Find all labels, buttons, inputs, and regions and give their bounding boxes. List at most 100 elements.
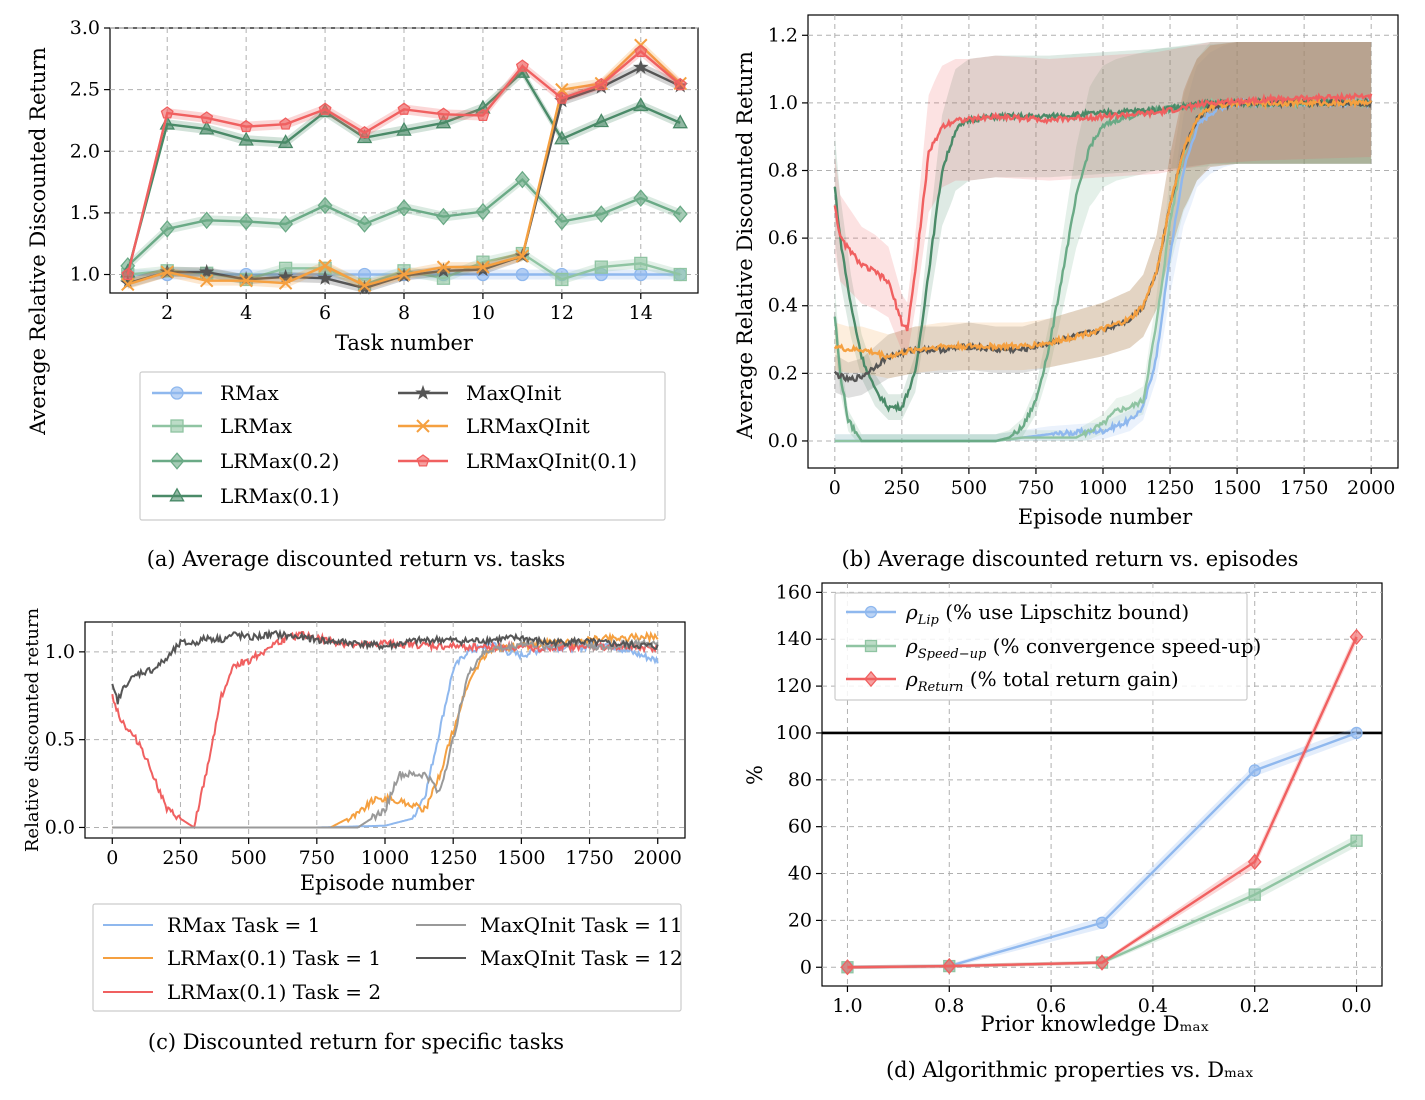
- panel-c-caption: (c) Discounted return for specific tasks: [148, 1030, 564, 1054]
- legend-label: LRMaxQInit: [466, 414, 590, 438]
- legend-label: MaxQInit Task = 12: [480, 946, 683, 970]
- x-tick-label: 2000: [634, 847, 682, 869]
- legend-label: RMax: [220, 381, 279, 405]
- data-point: [239, 273, 253, 288]
- legend-label: ρSpeed−up (% convergence speed-up): [905, 634, 1261, 662]
- data-point: [634, 256, 648, 271]
- x-tick-label: 750: [1018, 477, 1054, 499]
- legend-entry-speed-up: ρSpeed−up (% convergence speed-up): [846, 634, 1261, 662]
- series-lrmaxqinit-0-1: [121, 44, 687, 281]
- panel-d-xlabel: Prior knowledge Dₘₐₓ: [981, 1012, 1210, 1036]
- data-point: [238, 131, 254, 146]
- legend-entry-lrmaxqinit-0-1: LRMaxQInit(0.1): [398, 449, 637, 473]
- y-tick-label: 0.0: [768, 430, 798, 452]
- y-tick-label: 120: [776, 675, 812, 697]
- y-tick-label: 60: [788, 816, 812, 838]
- x-tick-label: 1750: [1280, 477, 1328, 499]
- data-point: [840, 959, 855, 976]
- x-tick-label: 1250: [429, 847, 477, 869]
- data-point: [357, 278, 372, 293]
- data-point: [160, 265, 174, 279]
- series-line-maxqinit-task-12: [111, 628, 659, 705]
- data-point: [476, 108, 490, 122]
- data-point: [277, 268, 294, 284]
- legend-label: LRMax(0.2): [220, 449, 339, 473]
- x-tick-label: 4: [240, 302, 252, 324]
- y-tick-label: 1.0: [70, 264, 100, 286]
- data-point: [633, 97, 649, 112]
- panel-c-ylabel: Relative discounted return: [22, 607, 43, 852]
- data-point: [160, 106, 174, 119]
- panel-d-legend: [834, 592, 1248, 701]
- x-tick-label: 1750: [565, 847, 613, 869]
- data-point: [435, 114, 452, 129]
- data-point: [594, 260, 608, 274]
- legend-entry-lip: ρLip (% use Lipschitz bound): [846, 600, 1189, 628]
- data-point: [1248, 888, 1261, 901]
- x-tick-label: 0.6: [1036, 995, 1066, 1017]
- legend-entry-lrmax-0-1-task-1: LRMax(0.1) Task = 1: [103, 946, 381, 970]
- y-tick-label: 0.0: [45, 816, 75, 838]
- panel-d-plot-area: [822, 628, 1382, 976]
- panel-c-legend: [92, 903, 682, 1012]
- data-point: [593, 113, 610, 128]
- data-point: [554, 212, 570, 231]
- x-tick-label: 2000: [1347, 477, 1395, 499]
- data-point: [1349, 628, 1364, 646]
- data-point: [396, 121, 412, 136]
- legend-label: MaxQInit Task = 11: [480, 913, 683, 937]
- legend-entry-maxqinit-task-11: MaxQInit Task = 11: [416, 913, 683, 937]
- x-tick-label: 500: [951, 477, 987, 499]
- y-tick-label: 2.5: [70, 79, 100, 101]
- x-tick-label: 2: [161, 302, 173, 324]
- data-point: [1350, 834, 1363, 847]
- x-tick-label: 0: [829, 477, 841, 499]
- y-tick-label: 1.2: [768, 24, 798, 46]
- confidence-band-lrmaxqinit: [834, 42, 1372, 379]
- panel-c-plot-area: [111, 628, 659, 830]
- data-point: [198, 263, 215, 279]
- y-tick-label: 0: [800, 956, 812, 978]
- panel-a-caption: (a) Average discounted return vs. tasks: [147, 547, 566, 571]
- panel-a-ticks: 2 4 6 8 10 12 14 1.0 1.5 2.0 2.5 3.0: [70, 17, 653, 324]
- y-tick-label: 140: [776, 628, 812, 650]
- legend-marker: [170, 386, 184, 400]
- data-point: [634, 267, 648, 282]
- x-tick-label: 0: [106, 847, 118, 869]
- panel-a: 2 4 6 8 10 12 14 1.0 1.5 2.0 2.5 3.0 Task number Av…: [26, 17, 699, 571]
- confidence-band-lrmax: [834, 42, 1372, 441]
- panel-b-plot-area: [833, 42, 1373, 443]
- data-point: [515, 267, 530, 282]
- panel-c-ticks: 0 250 500 750 1000 1250 1500 1750 2000 0.0 0.5 1.0: [45, 641, 682, 869]
- x-tick-label: 14: [629, 302, 653, 324]
- panel-a-ylabel: Average Relative Discounted Return: [26, 47, 50, 436]
- x-tick-label: 6: [319, 302, 331, 324]
- x-tick-label: 750: [299, 847, 335, 869]
- legend-marker: [416, 454, 430, 467]
- data-point: [436, 260, 451, 274]
- y-tick-label: 3.0: [70, 17, 100, 39]
- confidence-band-lrmax-0-2: [834, 42, 1372, 441]
- legend-entry-lrmax-0-1-task-2: LRMax(0.1) Task = 2: [103, 980, 381, 1004]
- legend-marker: [415, 384, 431, 400]
- data-point: [514, 170, 530, 189]
- data-point: [397, 102, 411, 115]
- y-tick-label: 1.0: [45, 641, 75, 663]
- legend-marker: [169, 487, 185, 502]
- confidence-band-lrmax-0-1: [834, 42, 1372, 420]
- legend-label: ρLip (% use Lipschitz bound): [905, 600, 1189, 628]
- legend-label: LRMax(0.1) Task = 2: [167, 980, 381, 1004]
- panel-a-legend-entries: RMax LRMax LRMax(0.2) LRMax(0.1) MaxQInit LRM…: [152, 381, 637, 508]
- panel-b-caption: (b) Average discounted return vs. episod…: [842, 547, 1299, 571]
- series-lrmax-0-2: [120, 170, 688, 275]
- panel-c-xlabel: Episode number: [300, 871, 475, 895]
- data-point: [200, 111, 214, 124]
- x-tick-label: 8: [398, 302, 410, 324]
- y-tick-label: 2.0: [70, 140, 100, 162]
- data-point: [318, 259, 332, 273]
- panel-d-caption: (d) Algorithmic properties vs. Dₘₐₓ: [886, 1058, 1254, 1082]
- data-point: [673, 267, 687, 282]
- data-point: [554, 130, 570, 145]
- data-point: [476, 260, 490, 274]
- data-point: [159, 220, 175, 238]
